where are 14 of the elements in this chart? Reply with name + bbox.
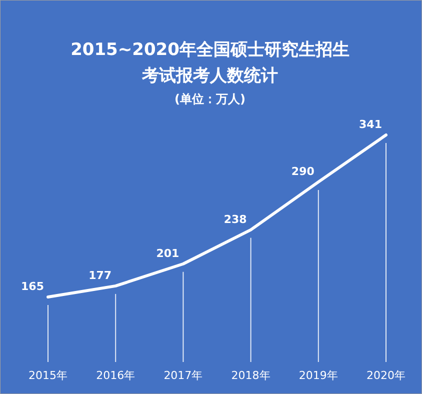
x-tick-label: 2017年 — [164, 369, 203, 382]
data-label: 290 — [291, 164, 315, 178]
data-label: 341 — [359, 118, 382, 131]
x-tick-label: 2018年 — [231, 369, 270, 382]
x-tick-label: 2016年 — [96, 369, 136, 382]
x-tick-label: 2019年 — [298, 369, 338, 382]
data-label: 201 — [156, 246, 180, 260]
data-label: 165 — [21, 280, 44, 293]
data-label: 177 — [88, 268, 112, 282]
x-tick-label: 2020年 — [366, 369, 406, 382]
x-tick-label: 2015年 — [28, 369, 68, 382]
chart-subtitle: (单位：万人) — [174, 92, 246, 106]
chart-title: 2015~2020年全国硕士研究生招生考试报考人数统计 — [70, 40, 350, 86]
data-label: 238 — [224, 212, 247, 226]
